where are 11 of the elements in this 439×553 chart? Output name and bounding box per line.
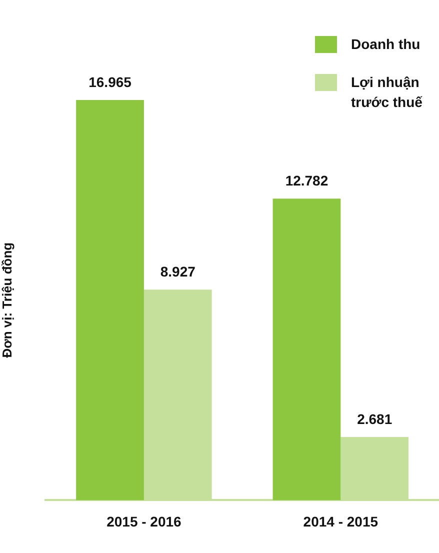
data-label: 2.681 — [357, 410, 392, 427]
legend-label: Doanh thu — [351, 35, 420, 54]
data-label: 12.782 — [285, 172, 328, 189]
legend-label: Lợi nhuận trước thuế — [351, 73, 424, 112]
data-label: 8.927 — [160, 263, 196, 280]
y-axis-title: Đơn vị: Triệu đồng — [0, 242, 14, 358]
x-tick-label: 2015 - 2016 — [106, 513, 182, 530]
data-label: 16.965 — [88, 74, 132, 90]
x-tick-label: 2014 - 2015 — [303, 513, 378, 530]
bar — [272, 198, 341, 500]
bar — [76, 100, 144, 500]
